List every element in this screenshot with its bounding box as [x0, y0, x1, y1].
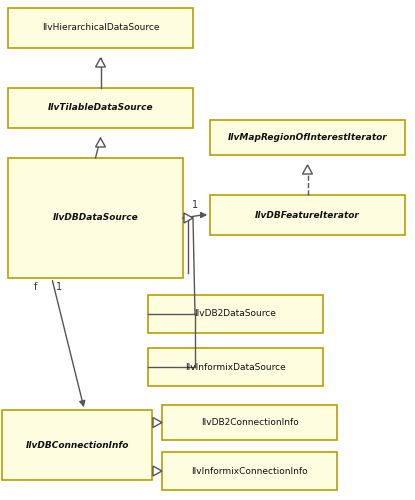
- Bar: [162, 452, 337, 490]
- Bar: [8, 8, 193, 48]
- Bar: [148, 348, 323, 386]
- Text: IlvDB2DataSource: IlvDB2DataSource: [195, 310, 276, 318]
- Polygon shape: [95, 138, 105, 147]
- Polygon shape: [184, 213, 193, 223]
- Bar: [2, 410, 152, 480]
- Text: IlvMapRegionOfInterestIterator: IlvMapRegionOfInterestIterator: [227, 133, 387, 142]
- Polygon shape: [153, 466, 162, 476]
- Text: IlvInformixConnectionInfo: IlvInformixConnectionInfo: [191, 466, 308, 475]
- Polygon shape: [95, 58, 105, 67]
- Text: IlvDB2ConnectionInfo: IlvDB2ConnectionInfo: [200, 418, 298, 427]
- Text: IlvDBConnectionInfo: IlvDBConnectionInfo: [25, 440, 129, 450]
- Text: IlvTilableDataSource: IlvTilableDataSource: [48, 104, 153, 112]
- Text: f: f: [34, 282, 37, 292]
- Bar: [210, 195, 405, 235]
- Text: IlvDBDataSource: IlvDBDataSource: [53, 214, 138, 222]
- Text: IlvInformixDataSource: IlvInformixDataSource: [185, 362, 286, 372]
- Text: 1: 1: [192, 200, 198, 210]
- Bar: [8, 88, 193, 128]
- Text: 1: 1: [56, 282, 62, 292]
- Bar: [148, 295, 323, 333]
- Bar: [210, 120, 405, 155]
- Bar: [8, 158, 183, 278]
- Bar: [162, 405, 337, 440]
- Polygon shape: [153, 418, 162, 428]
- Text: IlvDBFeatureIterator: IlvDBFeatureIterator: [255, 210, 360, 220]
- Polygon shape: [303, 165, 312, 174]
- Text: IlvHierarchicalDataSource: IlvHierarchicalDataSource: [42, 24, 159, 32]
